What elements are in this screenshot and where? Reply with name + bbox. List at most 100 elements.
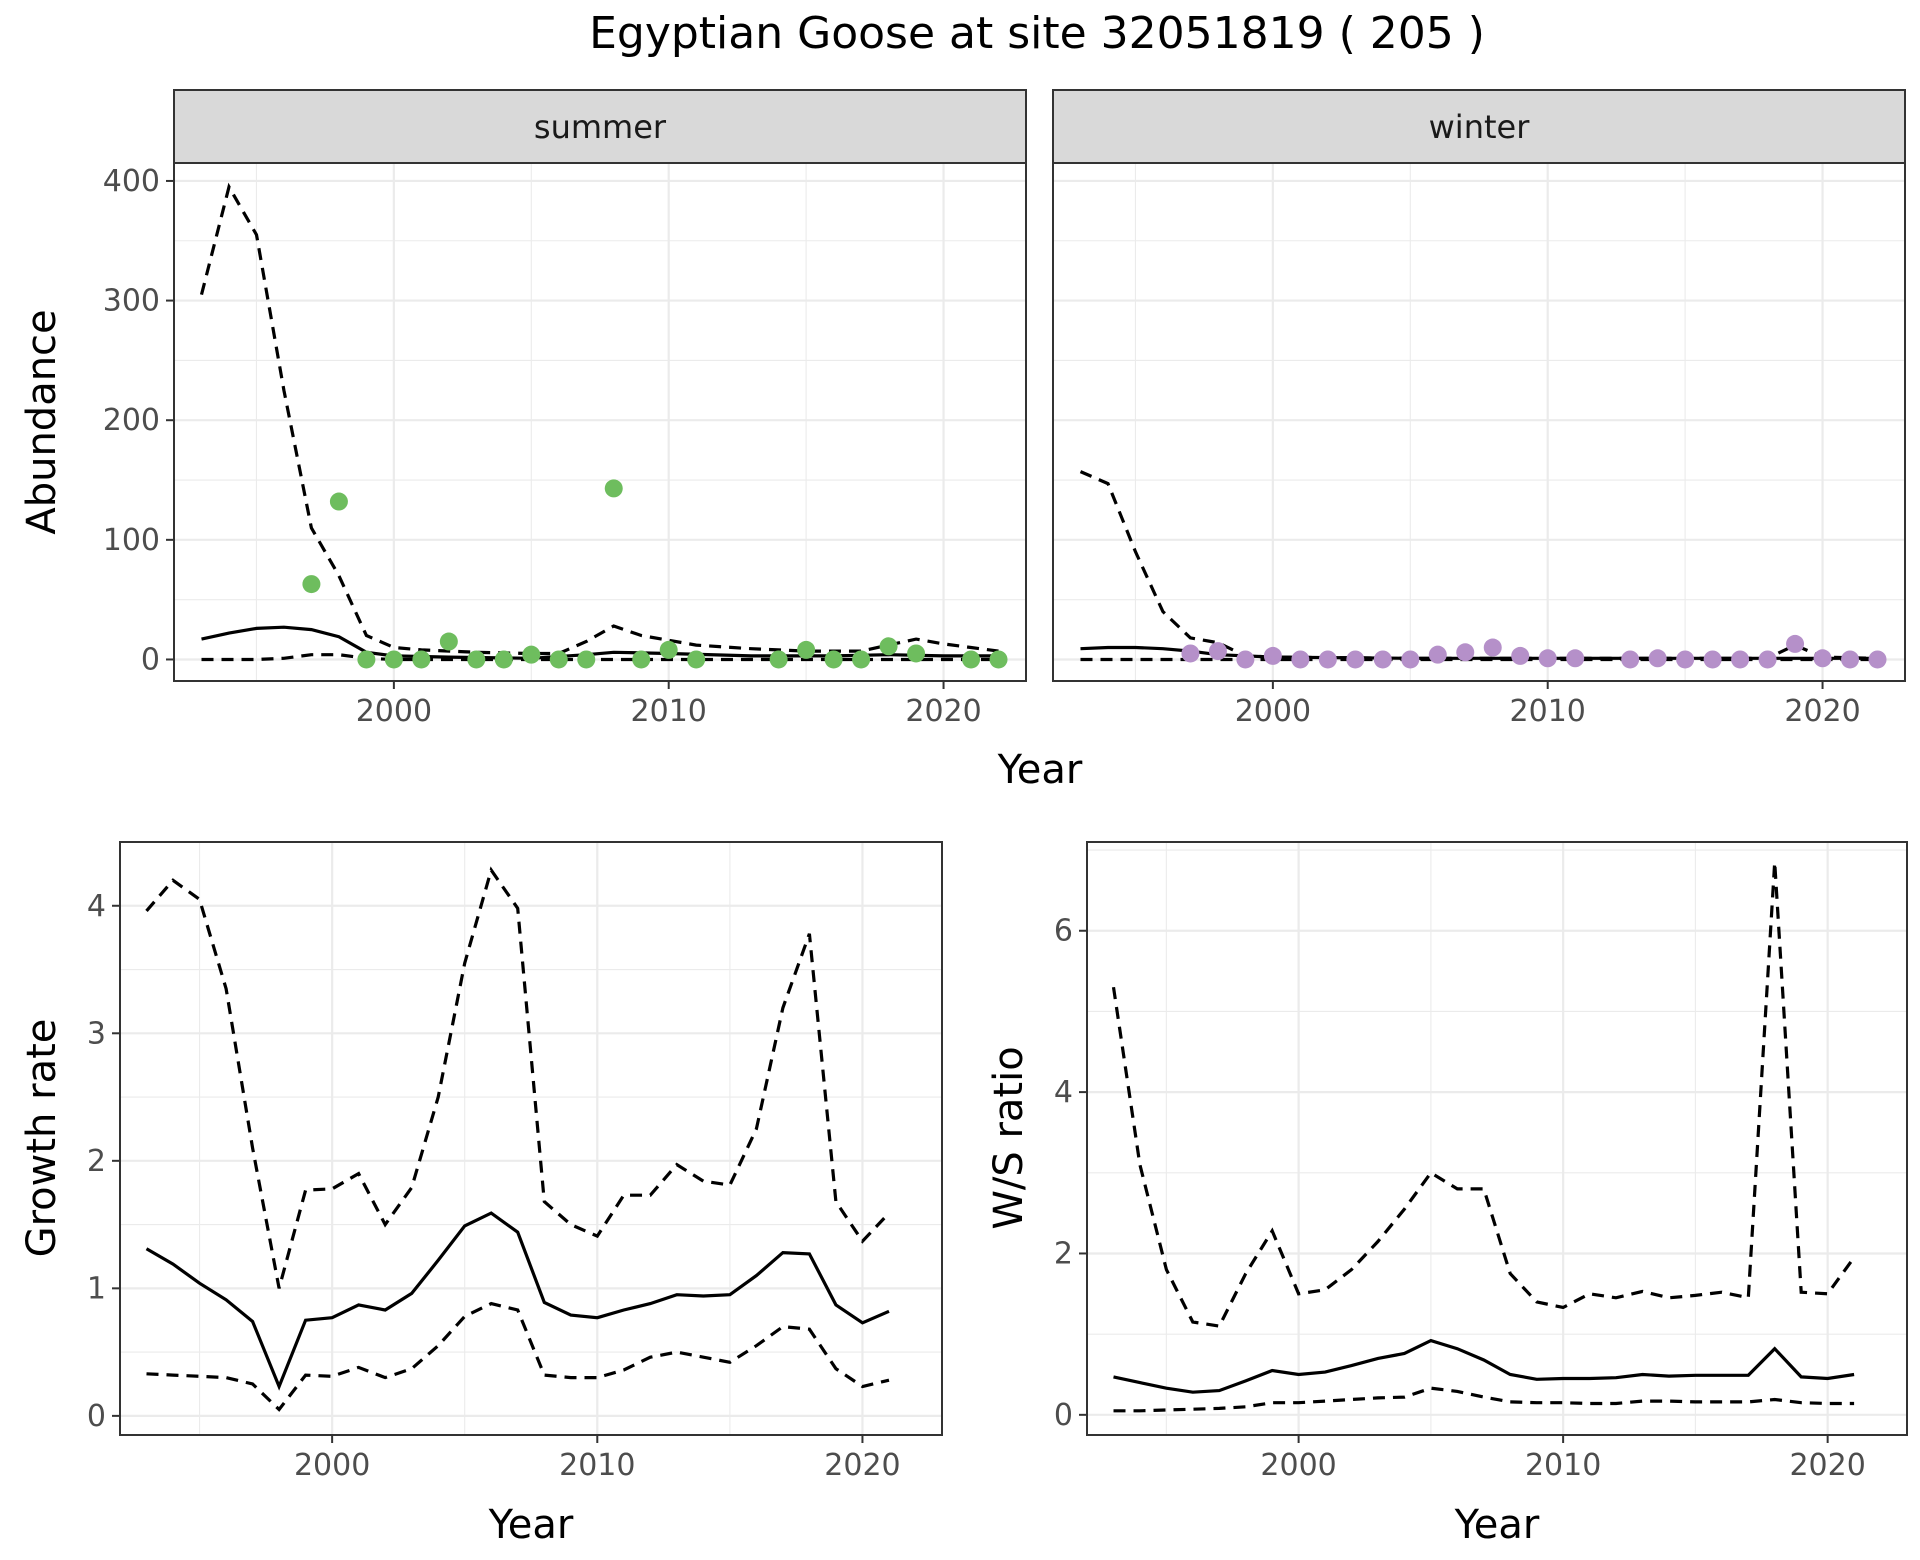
y-tick-label: 0 xyxy=(1054,1398,1073,1433)
facet-panel-winter: 2000 2010 2020 winter xyxy=(1052,89,1906,729)
data-point xyxy=(907,644,926,663)
panel-border xyxy=(119,841,943,1436)
data-point xyxy=(1813,649,1832,668)
x-tick-label: 2000 xyxy=(1235,694,1311,729)
lower-bound-line xyxy=(146,1301,890,1412)
data-point xyxy=(412,650,431,669)
y-tick-label: 2 xyxy=(87,1144,106,1179)
facet-strip xyxy=(173,89,1027,164)
data-point xyxy=(549,650,568,669)
x-axis-title: Year xyxy=(488,1502,574,1548)
upper-bound-line xyxy=(1111,862,1856,1328)
growth-rate-chart: 2000 2010 2020 0 1 2 3 4 Year Growth rate xyxy=(19,841,943,1548)
y-tick-label: 4 xyxy=(87,889,106,924)
x-tick-label: 2010 xyxy=(559,1448,635,1483)
y-tick-label: 6 xyxy=(1054,914,1073,949)
data-point xyxy=(1291,650,1310,669)
lower-bound-line xyxy=(1113,1386,1855,1413)
y-axis-title: Growth rate xyxy=(19,1019,65,1258)
ws-ratio-chart: 2000 2010 2020 0 2 4 6 Year W/S ratio xyxy=(986,841,1908,1548)
data-point xyxy=(1318,650,1337,669)
x-tick-label: 2020 xyxy=(1784,694,1860,729)
y-tick-label: 300 xyxy=(103,284,160,319)
data-point xyxy=(302,575,321,594)
data-point xyxy=(522,645,541,664)
data-point xyxy=(1758,650,1777,669)
data-point xyxy=(1703,650,1722,669)
y-tick-label: 4 xyxy=(1054,1075,1073,1110)
y-tick-label: 2 xyxy=(1054,1236,1073,1271)
x-tick-label: 2000 xyxy=(294,1448,370,1483)
panel-background xyxy=(1087,842,1907,1435)
data-point xyxy=(329,492,348,511)
x-axis-title: Year xyxy=(1454,1502,1540,1548)
y-tick-label: 100 xyxy=(103,523,160,558)
x-tick-label: 2020 xyxy=(1789,1448,1865,1483)
data-point xyxy=(604,479,623,498)
data-point xyxy=(1676,650,1695,669)
facet-strip-label: summer xyxy=(534,108,667,146)
data-point xyxy=(797,640,816,659)
data-point xyxy=(357,650,376,669)
x-axis-title: Year xyxy=(997,747,1083,793)
data-point xyxy=(879,637,898,656)
facet-panel-summer: 2000 2010 2020 0 100 200 300 400 summer xyxy=(103,89,1027,729)
data-point xyxy=(989,650,1008,669)
upper-bound-line xyxy=(199,182,999,656)
x-tick-label: 2010 xyxy=(631,694,707,729)
x-tick-label: 2020 xyxy=(905,694,981,729)
data-point xyxy=(1181,644,1200,663)
data-point xyxy=(494,650,513,669)
data-point xyxy=(1786,634,1805,653)
figure-title: Egyptian Goose at site 32051819 ( 205 ) xyxy=(589,8,1485,59)
data-point xyxy=(1236,650,1255,669)
data-point xyxy=(577,650,596,669)
data-point xyxy=(1208,642,1227,661)
data-point xyxy=(1621,650,1640,669)
data-point xyxy=(1428,645,1447,664)
y-tick-label: 200 xyxy=(103,403,160,438)
data-point xyxy=(1263,646,1282,665)
data-point xyxy=(467,650,486,669)
y-axis-title: Abundance xyxy=(19,309,65,534)
data-point xyxy=(1841,650,1860,669)
x-tick-label: 2000 xyxy=(1260,1448,1336,1483)
data-point xyxy=(1538,649,1557,668)
data-point xyxy=(632,650,651,669)
mean-line xyxy=(145,1211,890,1391)
data-point xyxy=(852,650,871,669)
y-tick-label: 0 xyxy=(141,642,160,677)
panel-background xyxy=(174,163,1026,681)
data-point xyxy=(1346,650,1365,669)
data-point xyxy=(824,650,843,669)
data-point xyxy=(962,650,981,669)
y-tick-label: 400 xyxy=(103,164,160,199)
data-point xyxy=(769,650,788,669)
y-tick-label: 3 xyxy=(87,1016,106,1051)
x-tick-label: 2010 xyxy=(1510,694,1586,729)
x-tick-label: 2000 xyxy=(356,694,432,729)
y-tick-label: 0 xyxy=(87,1399,106,1434)
upper-bound-line xyxy=(1079,470,1878,660)
data-point xyxy=(1483,638,1502,657)
data-point xyxy=(384,650,403,669)
y-axis-title: W/S ratio xyxy=(986,1046,1032,1229)
mean-line xyxy=(201,625,999,660)
x-tick-label: 2010 xyxy=(1525,1448,1601,1483)
y-tick-label: 1 xyxy=(87,1271,106,1306)
data-point xyxy=(1456,643,1475,662)
data-point xyxy=(1511,646,1530,665)
data-point xyxy=(1401,650,1420,669)
data-point xyxy=(687,650,706,669)
facet-strip xyxy=(1052,89,1906,164)
data-point xyxy=(659,640,678,659)
data-point xyxy=(1868,650,1887,669)
upper-bound-line xyxy=(145,866,891,1289)
panel-border xyxy=(1086,841,1908,1436)
panel-background xyxy=(1053,163,1905,681)
data-point xyxy=(439,632,458,651)
data-point xyxy=(1731,650,1750,669)
data-point xyxy=(1648,649,1667,668)
